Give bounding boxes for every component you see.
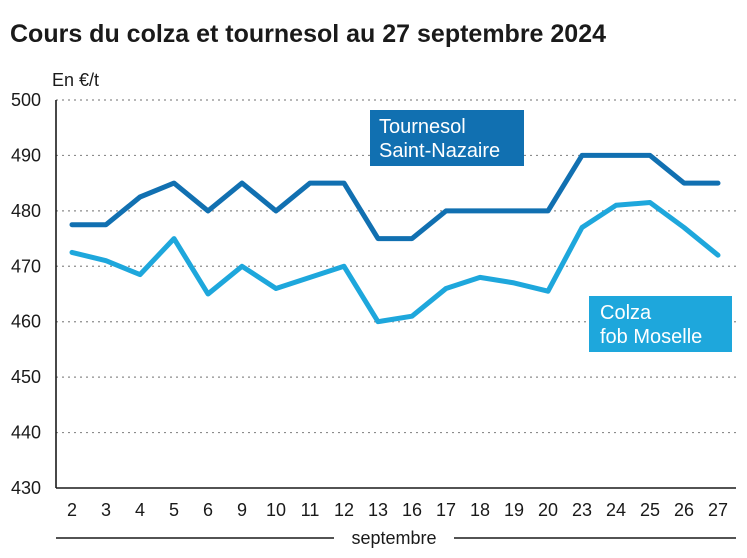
legend-colza-box — [589, 296, 732, 352]
x-tick-2: 2 — [67, 500, 77, 520]
legend-tournesol-box — [370, 110, 524, 166]
y-tick-480: 480 — [11, 201, 41, 221]
series-line-tournesol — [69, 152, 721, 242]
x-tick-12: 12 — [334, 500, 354, 520]
x-tick-25: 25 — [640, 500, 660, 520]
x-tick-19: 19 — [504, 500, 524, 520]
x-tick-17: 17 — [436, 500, 456, 520]
x-tick-23: 23 — [572, 500, 592, 520]
y-tick-470: 470 — [11, 256, 41, 276]
series-line-colza — [69, 200, 721, 325]
x-tick-27: 27 — [708, 500, 728, 520]
legend-tournesol-line1: Tournesol — [379, 116, 466, 138]
y-tick-440: 440 — [11, 423, 41, 443]
x-tick-13: 13 — [368, 500, 388, 520]
x-tick-labels: 2 3 4 5 6 9 10 11 12 13 16 17 18 19 20 23 24 25 26 27 — [67, 500, 728, 520]
x-tick-26: 26 — [674, 500, 694, 520]
chart-title: Cours du colza et tournesol au 27 septem… — [10, 20, 606, 48]
legend-colza: Colza fob Moselle — [589, 296, 732, 352]
y-tick-450: 450 — [11, 367, 41, 387]
legend-colza-line1: Colza — [600, 302, 652, 324]
legend-colza-line2: fob Moselle — [600, 326, 702, 348]
x-axis-label: septembre — [351, 528, 436, 548]
x-tick-9: 9 — [237, 500, 247, 520]
x-tick-20: 20 — [538, 500, 558, 520]
legend-tournesol: Tournesol Saint-Nazaire — [370, 110, 524, 166]
x-tick-6: 6 — [203, 500, 213, 520]
y-tick-500: 500 — [11, 90, 41, 110]
x-tick-18: 18 — [470, 500, 490, 520]
y-tick-labels: 430 440 450 460 470 480 490 500 — [11, 90, 41, 498]
legend-tournesol-line2: Saint-Nazaire — [379, 140, 500, 162]
x-tick-5: 5 — [169, 500, 179, 520]
y-tick-460: 460 — [11, 312, 41, 332]
x-tick-3: 3 — [101, 500, 111, 520]
x-tick-16: 16 — [402, 500, 422, 520]
x-tick-4: 4 — [135, 500, 145, 520]
series-lines — [69, 152, 721, 325]
y-tick-490: 490 — [11, 145, 41, 165]
y-tick-430: 430 — [11, 478, 41, 498]
x-tick-24: 24 — [606, 500, 626, 520]
x-tick-11: 11 — [301, 500, 320, 520]
y-axis-unit: En €/t — [52, 70, 99, 90]
x-tick-10: 10 — [266, 500, 286, 520]
